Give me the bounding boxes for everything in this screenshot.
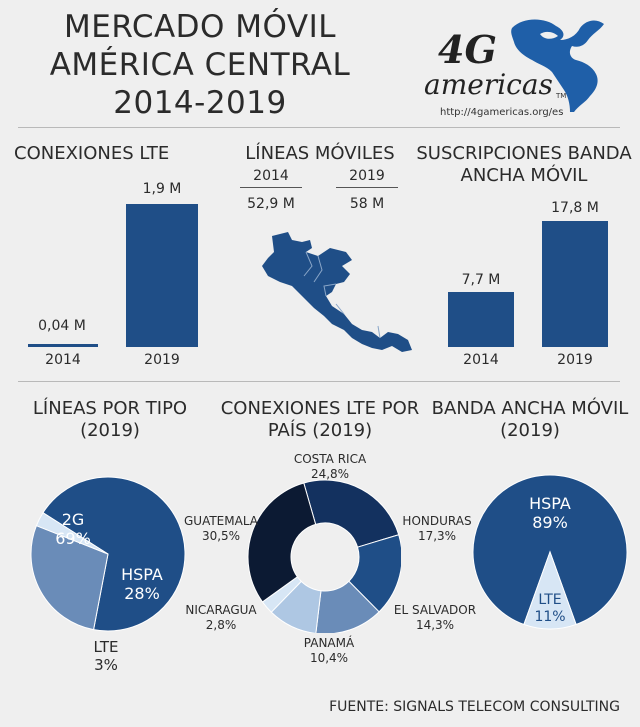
- pie-types-lte-name: LTE: [93, 638, 119, 656]
- lte-2019-year: 2019: [144, 352, 180, 368]
- pie-bb-lte-pct: 11%: [534, 609, 566, 625]
- lte-2019-value: 1,9 M: [142, 181, 182, 197]
- pie-slice-2g: [42, 476, 186, 632]
- title-line-3: 2014-2019: [113, 85, 287, 121]
- donut-guatemala-pct: 30,5%: [201, 529, 241, 543]
- donut-label-costa-rica: COSTA RICA 24,8%: [284, 452, 376, 482]
- logo-url: http://4gamericas.org/es: [440, 107, 564, 118]
- donut-slice-guatemala: [247, 482, 317, 603]
- pie-types-heading-line-2: (2019): [80, 420, 140, 441]
- title-line-2: AMÉRICA CENTRAL: [49, 47, 351, 83]
- donut-label-panama: PANAMÁ 10,4%: [294, 636, 364, 666]
- logo-4g: 4G: [438, 27, 497, 72]
- logo-tm: TM: [556, 92, 567, 100]
- broadband-2019-value: 17,8 M: [551, 200, 599, 216]
- pie-types-lte-label: LTE 3%: [84, 638, 128, 674]
- donut-panama-pct: 10,4%: [309, 651, 349, 665]
- title-line-1: MERCADO MÓVIL: [63, 9, 337, 45]
- pie-chart-line-types: [30, 476, 186, 632]
- pie-types-heading-line-1: LÍNEAS POR TIPO: [32, 398, 188, 419]
- pie-bb-hspa-pct: 89%: [532, 513, 568, 532]
- donut-honduras-name: HONDURAS: [402, 514, 472, 528]
- donut-costa-rica-name: COSTA RICA: [293, 452, 367, 466]
- pie-bb-hspa-name: HSPA: [529, 494, 571, 513]
- pie-bb-heading-line-2: (2019): [500, 420, 560, 441]
- top-divider: [18, 127, 620, 128]
- mobile-lines-2019-value: 58 M: [349, 196, 385, 212]
- pie-bb-slice-lte: [523, 550, 577, 630]
- pie-bb-lte-label: LTE 11%: [528, 592, 572, 626]
- mobile-lines-heading: LÍNEAS MÓVILES: [245, 143, 395, 164]
- broadband-2019-bar: [542, 221, 608, 347]
- pie-types-2g-label: 2G 69%: [50, 510, 96, 548]
- donut-costa-rica-pct: 24,8%: [310, 467, 350, 481]
- donut-el-salvador-pct: 14,3%: [415, 618, 455, 632]
- pie-bb-hspa-label: HSPA 89%: [520, 494, 580, 532]
- central-america-map-icon: [262, 232, 412, 352]
- donut-label-guatemala: GUATEMALA 30,5%: [178, 514, 264, 544]
- broadband-heading-line-2: ANCHA MÓVIL: [460, 165, 588, 186]
- 4g-americas-logo: 4G americas TM http://4gamericas.org/es: [420, 14, 625, 124]
- donut-label-el-salvador: EL SALVADOR 14,3%: [388, 603, 482, 633]
- donut-slice-el-salvador: [315, 580, 380, 633]
- lte-2014-year: 2014: [45, 352, 81, 368]
- donut-honduras-pct: 17,3%: [417, 529, 457, 543]
- pie-types-2g-name: 2G: [61, 510, 85, 529]
- lte-2014-bar: [28, 343, 98, 347]
- donut-chart-lte-by-country: [247, 479, 401, 633]
- donut-slice-costa-rica: [303, 479, 400, 548]
- donut-el-salvador-name: EL SALVADOR: [393, 603, 477, 617]
- middle-divider: [18, 381, 620, 382]
- donut-nicaragua-pct: 2,8%: [205, 618, 237, 632]
- pie-types-hspa-pct: 28%: [124, 584, 160, 603]
- mobile-lines-2019-year: 2019: [349, 168, 385, 184]
- lte-2019-bar: [126, 204, 198, 347]
- broadband-2014-year: 2014: [463, 352, 499, 368]
- mobile-lines-2019-rule: [336, 187, 398, 188]
- pie-bb-heading-line-1: BANDA ANCHA MÓVIL: [431, 398, 629, 419]
- donut-guatemala-name: GUATEMALA: [183, 514, 258, 528]
- pie-bb-lte-name: LTE: [538, 592, 562, 608]
- broadband-heading-line-1: SUSCRIPCIONES BANDA: [416, 143, 632, 164]
- broadband-2014-bar: [448, 292, 514, 347]
- pie-bb-slice-hspa: [472, 474, 628, 626]
- pie-types-2g-pct: 69%: [55, 529, 91, 548]
- donut-panama-name: PANAMÁ: [303, 636, 355, 650]
- pie-slice-hspa: [30, 525, 109, 631]
- pie-chart-mobile-broadband: [472, 474, 628, 630]
- pie-types-hspa-label: HSPA 28%: [116, 565, 168, 603]
- lte-connections-heading: CONEXIONES LTE: [14, 143, 170, 164]
- pie-types-lte-pct: 3%: [94, 656, 118, 674]
- lte-2014-value: 0,04 M: [38, 318, 86, 334]
- pie-types-hspa-name: HSPA: [121, 565, 163, 584]
- broadband-2019-year: 2019: [557, 352, 593, 368]
- donut-nicaragua-name: NICARAGUA: [185, 603, 257, 617]
- broadband-2014-value: 7,7 M: [461, 272, 501, 288]
- donut-heading-line-1: CONEXIONES LTE POR: [220, 398, 420, 419]
- pie-slice-lte: [35, 512, 109, 555]
- mobile-lines-2014-value: 52,9 M: [247, 196, 295, 212]
- mobile-lines-2014-year: 2014: [253, 168, 289, 184]
- mobile-lines-2014-rule: [240, 187, 302, 188]
- source-note: FUENTE: SIGNALS TELECOM CONSULTING: [329, 699, 620, 715]
- logo-americas: americas: [424, 68, 553, 101]
- donut-label-nicaragua: NICARAGUA 2,8%: [180, 603, 262, 633]
- donut-label-honduras: HONDURAS 17,3%: [396, 514, 478, 544]
- donut-heading-line-2: PAÍS (2019): [267, 420, 373, 441]
- americas-map-icon: [511, 19, 604, 112]
